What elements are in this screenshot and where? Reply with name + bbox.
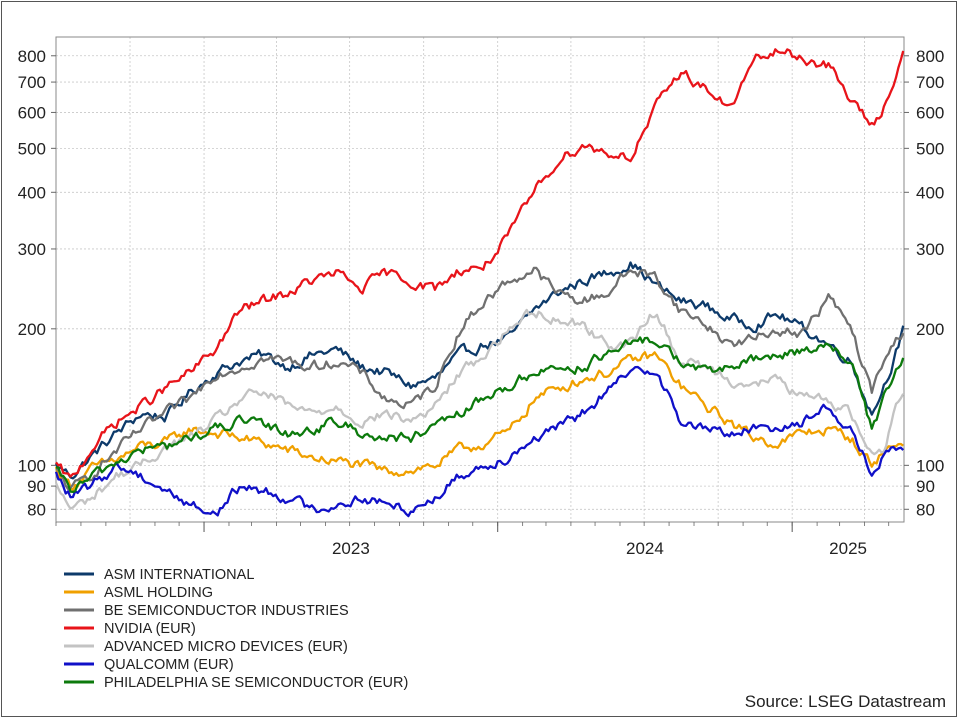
y-tick-label: 700 — [18, 73, 46, 92]
grid-lines — [55, 37, 904, 522]
series-line-qualcomm-eur — [54, 365, 905, 518]
legend-label: ASML HOLDING — [104, 585, 213, 601]
y-tick-label: 80 — [916, 500, 935, 519]
legend-label: NVIDIA (EUR) — [104, 621, 196, 637]
y-tick-label: 300 — [916, 240, 944, 259]
y-tick-label: 100 — [18, 456, 46, 475]
y-tick-label: 700 — [916, 73, 944, 92]
series-line-be-semiconductor-industries — [55, 266, 905, 491]
x-tick-label: 2023 — [332, 539, 370, 558]
y-tick-label: 600 — [18, 103, 46, 122]
y-tick-label: 400 — [18, 183, 46, 202]
series-line-asml-holding — [54, 351, 904, 492]
y-tick-label: 200 — [916, 320, 944, 339]
y-tick-label: 90 — [916, 477, 935, 496]
y-tick-label: 100 — [916, 456, 944, 475]
y-tick-label: 200 — [18, 320, 46, 339]
y-axis-left: 80 90 100 200 300 400 500 600 700 800 — [18, 47, 56, 519]
y-tick-label: 500 — [18, 139, 46, 158]
legend-label: QUALCOMM (EUR) — [104, 657, 234, 673]
legend-label: ADVANCED MICRO DEVICES (EUR) — [104, 639, 348, 655]
legend-label: PHILADELPHIA SE SEMICONDUCTOR (EUR) — [104, 675, 408, 691]
y-tick-label: 600 — [916, 103, 944, 122]
y-axis-right: 80 90 100 200 300 400 500 600 700 800 — [904, 47, 944, 519]
source-note: Source: LSEG Datastream — [745, 692, 946, 711]
y-tick-label: 500 — [916, 139, 944, 158]
legend-label: ASM INTERNATIONAL — [104, 567, 254, 583]
y-tick-label: 90 — [27, 477, 46, 496]
x-tick-label: 2024 — [626, 539, 664, 558]
legend-label: BE SEMICONDUCTOR INDUSTRIES — [104, 603, 349, 619]
y-tick-label: 80 — [27, 500, 46, 519]
plot-area — [55, 36, 905, 523]
y-tick-label: 400 — [916, 183, 944, 202]
legend: ASM INTERNATIONAL ASML HOLDING BE SEMICOND… — [64, 567, 408, 691]
y-tick-label: 800 — [916, 47, 944, 66]
x-tick-label: 2025 — [829, 539, 867, 558]
series-line-advanced-micro-devices-eur — [54, 308, 905, 510]
series-line-philadelphia-se-semiconductor-eur — [55, 336, 905, 494]
y-tick-label: 300 — [18, 240, 46, 259]
y-tick-label: 800 — [18, 47, 46, 66]
x-axis: 2023 2024 2025 — [55, 522, 890, 558]
series-lines — [54, 48, 905, 518]
series-line-nvidia-eur — [55, 48, 905, 478]
